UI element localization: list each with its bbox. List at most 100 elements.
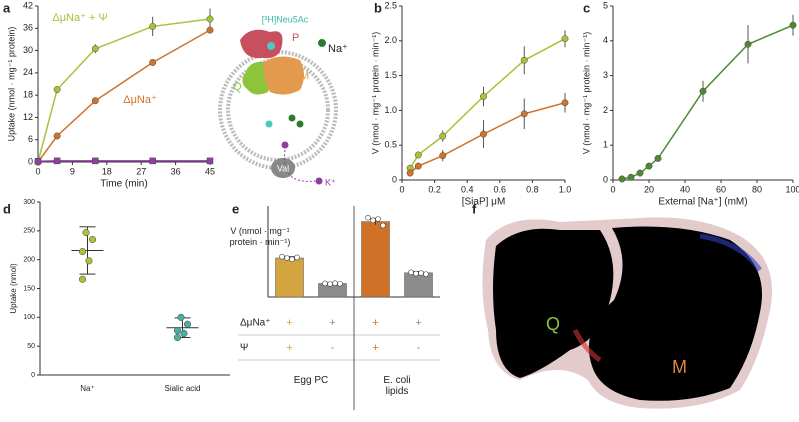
x-tick-label: 60 — [716, 184, 726, 194]
x-tick-label: 45 — [205, 166, 215, 176]
point — [480, 130, 487, 138]
y-tick-label: 2.0 — [384, 35, 397, 45]
domain-label: M — [672, 357, 687, 377]
condition-mark: + — [329, 317, 335, 329]
point — [699, 87, 707, 95]
condition-mark: + — [372, 317, 378, 329]
x-axis-label: Time (min) — [100, 179, 147, 190]
y-tick-label: 300 — [23, 199, 35, 206]
panel-labels: a b c d e f — [3, 0, 590, 216]
point — [408, 269, 414, 276]
point — [85, 257, 93, 265]
point — [177, 313, 185, 321]
diagram-label: M — [300, 70, 309, 82]
point — [627, 173, 635, 181]
point — [173, 327, 182, 335]
x-axis-label: External [Na⁺] (mM) — [658, 197, 747, 208]
domain-label: Q — [546, 314, 560, 334]
bar — [318, 283, 347, 298]
point — [414, 151, 422, 159]
point — [423, 271, 429, 277]
y-tick-label: 18 — [23, 90, 33, 100]
y-tick-label: 42 — [23, 0, 33, 10]
series-name: ΔμNa⁺ + Ψ — [52, 12, 107, 24]
y-tick-label: 2.5 — [384, 0, 397, 10]
point — [332, 280, 338, 287]
point — [322, 280, 328, 287]
point — [520, 56, 528, 64]
group-label-box: E. coli lipids — [383, 375, 411, 397]
point — [173, 333, 182, 342]
point — [439, 152, 447, 160]
series-name: ΔμNa⁺ — [123, 94, 157, 106]
surface-charge — [572, 328, 602, 363]
bar — [404, 272, 433, 298]
point — [327, 281, 333, 287]
x-tick-label: 36 — [171, 166, 181, 176]
bar — [361, 221, 390, 298]
condition-mark: - — [417, 342, 421, 354]
y-tick-label: 2 — [603, 105, 608, 115]
group-label: E. coli lipids — [383, 375, 411, 397]
point — [561, 99, 569, 107]
point — [149, 22, 157, 30]
point — [91, 97, 99, 105]
point — [418, 270, 424, 276]
x-tick-label: 1.0 — [559, 184, 572, 194]
group-label-box: Egg PC — [294, 375, 328, 386]
point — [520, 110, 528, 118]
liposome-diagram: [³H]Neu5Ac P Na⁺ M Q Val K⁺ — [218, 14, 348, 187]
y-tick-label: 4 — [603, 35, 608, 45]
point — [88, 235, 97, 244]
point — [53, 157, 61, 165]
potassium-icon — [281, 141, 289, 149]
y-axis-label: V (nmol · mg⁻¹ protein · min⁻¹) — [370, 32, 380, 155]
x-axis-label: [SiaP] μM — [462, 197, 506, 208]
condition-mark: + — [286, 342, 292, 354]
point — [561, 35, 569, 43]
point — [149, 59, 157, 66]
protein-m — [263, 56, 304, 95]
point — [414, 162, 422, 170]
point — [53, 86, 61, 94]
point — [636, 169, 644, 177]
substrate-icon — [267, 42, 275, 50]
y-tick-label: 0 — [392, 174, 397, 184]
sodium-icon — [318, 39, 326, 47]
y-tick-label: 24 — [23, 67, 33, 77]
point — [365, 214, 371, 221]
y-tick-label: 0 — [31, 372, 35, 379]
y-tick-label: 1 — [603, 140, 608, 150]
x-tick-label: 20 — [644, 184, 654, 194]
condition-mark: + — [372, 342, 378, 354]
x-tick-label: 0 — [610, 184, 615, 194]
x-tick-label: 9 — [70, 166, 75, 176]
x-tick-label-box: Na⁺ — [80, 384, 95, 393]
x-tick-label: 27 — [136, 166, 146, 176]
x-tick-label: Sialic acid — [164, 384, 201, 393]
y-tick-label: 50 — [27, 343, 35, 350]
point — [78, 275, 87, 283]
panel-label: e — [232, 201, 239, 216]
x-tick-label: Na⁺ — [80, 384, 95, 393]
x-tick-label: 40 — [680, 184, 690, 194]
panel-label: c — [583, 0, 590, 15]
point — [183, 320, 192, 328]
x-tick-label: 0 — [399, 184, 404, 194]
y-axis-label: V (nmol · mg⁻¹ protein · min⁻¹) — [581, 32, 591, 155]
point — [370, 217, 376, 224]
y-tick-label: 12 — [23, 112, 33, 122]
substrate-icon — [265, 120, 273, 128]
point — [78, 248, 87, 256]
point — [413, 270, 419, 277]
y-tick-label: 0 — [28, 156, 33, 166]
panel-label: a — [3, 0, 11, 15]
series-line — [37, 18, 211, 163]
y-axis-label: V (nmol · mg⁻¹ protein · min⁻¹) — [229, 226, 291, 247]
point — [380, 222, 386, 229]
diagram-label: Na⁺ — [328, 43, 348, 55]
y-tick-label: 100 — [23, 314, 35, 321]
point — [789, 21, 797, 29]
point — [337, 280, 343, 287]
